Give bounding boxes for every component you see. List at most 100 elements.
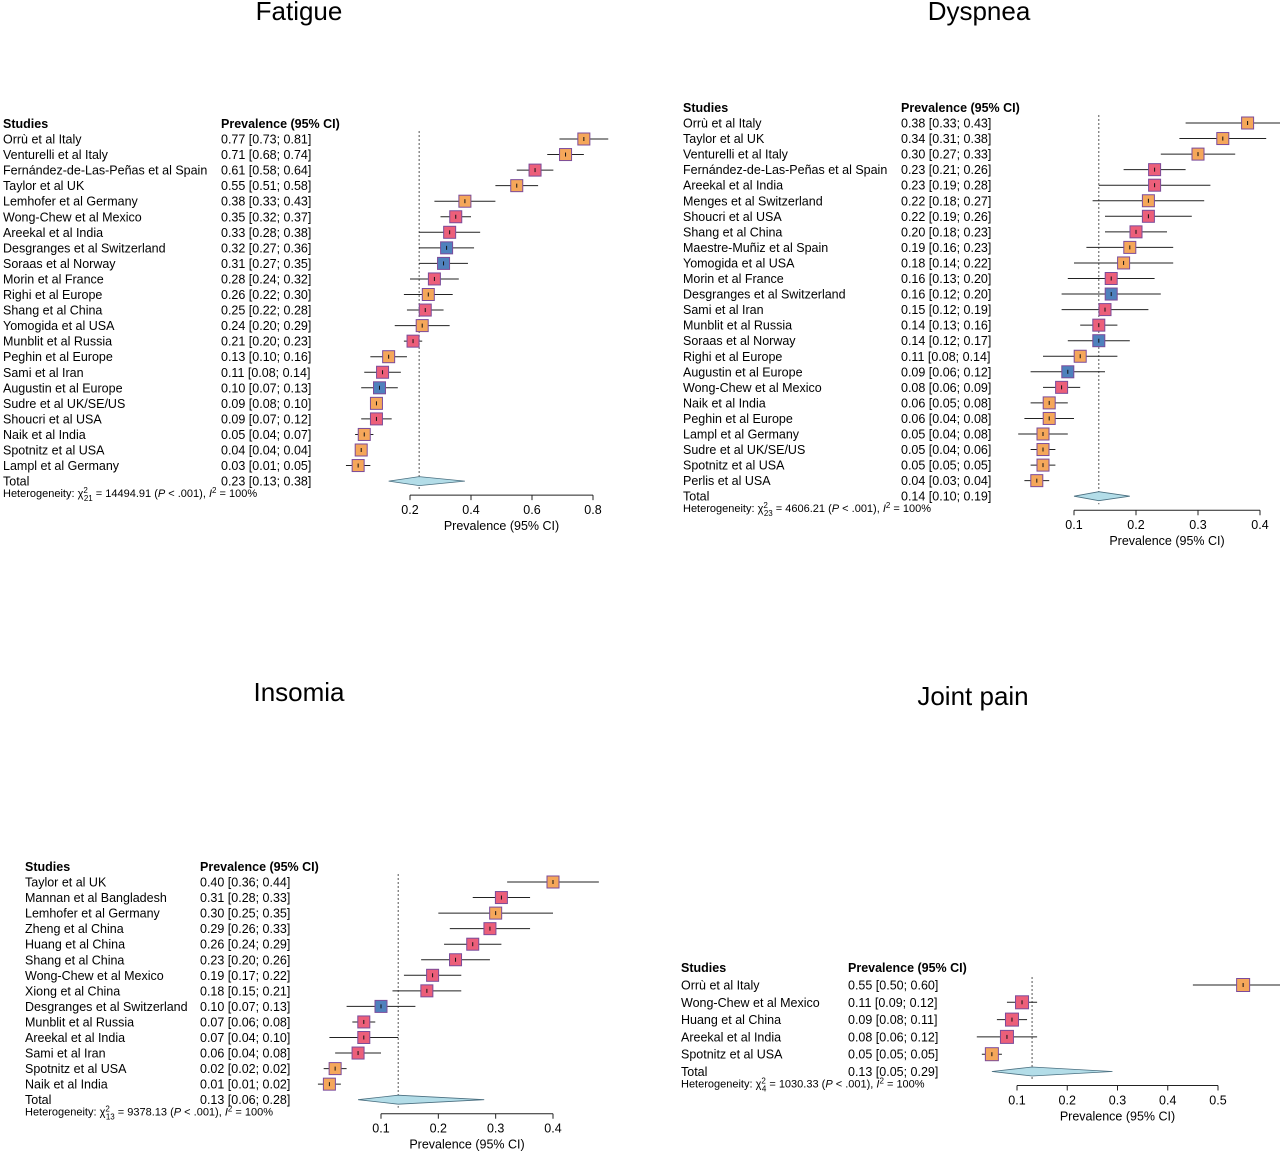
- column-header-studies: Studies: [683, 101, 728, 115]
- study-label: Yomogida et al USA: [3, 319, 115, 333]
- study-prevalence-value: 0.29 [0.26; 0.33]: [200, 922, 290, 936]
- study-prevalence-value: 0.31 [0.27; 0.35]: [221, 257, 311, 271]
- study-label: Munblit et al Russia: [683, 319, 792, 333]
- study-label: Orrù et al Italy: [3, 133, 82, 147]
- x-axis-tick-label: 0.6: [523, 503, 540, 517]
- study-prevalence-value: 0.24 [0.20; 0.29]: [221, 319, 311, 333]
- study-label: Augustin et al Europe: [683, 365, 803, 379]
- study-label: Huang et al China: [681, 1013, 781, 1027]
- x-axis-title: Prevalence (95% CI): [444, 519, 559, 533]
- study-label: Desgranges et al Switzerland: [25, 1000, 188, 1014]
- study-label: Peghin et al Europe: [3, 350, 113, 364]
- study-label: Sami et al Iran: [25, 1047, 106, 1061]
- study-label: Augustin et al Europe: [3, 381, 123, 395]
- study-prevalence-value: 0.33 [0.28; 0.38]: [221, 226, 311, 240]
- panel-title: Insomia: [253, 677, 345, 707]
- x-axis-tick-label: 0.3: [487, 1122, 504, 1136]
- heterogeneity-text: Heterogeneity: χ2 23 = 4606.21 (P < .001)…: [683, 501, 931, 518]
- study-label: Sami et al Iran: [683, 303, 764, 317]
- study-prevalence-value: 0.08 [0.06; 0.12]: [848, 1030, 938, 1044]
- study-prevalence-value: 0.61 [0.58; 0.64]: [221, 164, 311, 178]
- study-label: Peghin et al Europe: [683, 412, 793, 426]
- x-axis-tick-label: 0.8: [584, 503, 601, 517]
- study-label: Spotnitz et al USA: [681, 1048, 783, 1062]
- study-label: Lampl et al Germany: [3, 459, 120, 473]
- study-label: Desgranges et al Switzerland: [3, 241, 166, 255]
- column-header-prevalence: Prevalence (95% CI): [200, 860, 319, 874]
- x-axis-tick-label: 0.4: [544, 1122, 561, 1136]
- column-header-studies: Studies: [25, 860, 70, 874]
- study-label: Orrù et al Italy: [681, 979, 760, 993]
- total-label: Total: [683, 490, 709, 504]
- study-prevalence-value: 0.01 [0.01; 0.02]: [200, 1078, 290, 1092]
- study-label: Wong-Chew et al Mexico: [681, 996, 820, 1010]
- study-label: Wong-Chew et al Mexico: [3, 210, 142, 224]
- study-prevalence-value: 0.34 [0.31; 0.38]: [901, 132, 991, 146]
- study-prevalence-value: 0.11 [0.09; 0.12]: [848, 996, 937, 1010]
- study-prevalence-value: 0.77 [0.73; 0.81]: [221, 133, 311, 147]
- forest-panel-2: Insomia Studies Prevalence (95% CI) Taylor …: [25, 677, 599, 1152]
- study-prevalence-value: 0.19 [0.16; 0.23]: [901, 241, 991, 255]
- study-label: Fernández-de-Las-Peñas et al Spain: [3, 164, 207, 178]
- study-prevalence-value: 0.23 [0.19; 0.28]: [901, 179, 991, 193]
- column-header-prevalence: Prevalence (95% CI): [848, 961, 967, 975]
- column-header-studies: Studies: [3, 117, 48, 131]
- study-prevalence-value: 0.09 [0.08; 0.10]: [221, 397, 311, 411]
- study-prevalence-value: 0.04 [0.04; 0.04]: [221, 444, 311, 458]
- x-axis-tick-label: 0.1: [372, 1122, 389, 1136]
- study-label: Shang et al China: [25, 953, 124, 967]
- study-label: Righi et al Europe: [3, 288, 102, 302]
- x-axis-tick-label: 0.5: [1209, 1094, 1226, 1108]
- study-prevalence-value: 0.22 [0.18; 0.27]: [901, 194, 991, 208]
- study-prevalence-value: 0.15 [0.12; 0.19]: [901, 303, 991, 317]
- study-label: Spotnitz et al USA: [3, 444, 105, 458]
- study-prevalence-value: 0.23 [0.20; 0.26]: [200, 953, 290, 967]
- study-prevalence-value: 0.26 [0.22; 0.30]: [221, 288, 311, 302]
- x-axis-title: Prevalence (95% CI): [1060, 1110, 1175, 1124]
- study-prevalence-value: 0.05 [0.04; 0.07]: [221, 428, 311, 442]
- study-label: Venturelli et al Italy: [683, 148, 789, 162]
- x-axis-title: Prevalence (95% CI): [409, 1138, 524, 1152]
- study-label: Huang et al China: [25, 938, 125, 952]
- study-label: Shang et al China: [683, 225, 782, 239]
- study-label: Taylor et al UK: [25, 876, 107, 890]
- study-prevalence-value: 0.38 [0.33; 0.43]: [901, 117, 991, 131]
- x-axis-tick-label: 0.3: [1109, 1094, 1126, 1108]
- study-label: Spotnitz et al USA: [25, 1062, 127, 1076]
- study-prevalence-value: 0.05 [0.04; 0.08]: [901, 428, 991, 442]
- study-label: Munblit et al Russia: [25, 1015, 134, 1029]
- forest-panel-0: Fatigue Studies Prevalence (95% CI) Orrù et…: [3, 0, 609, 533]
- study-prevalence-value: 0.13 [0.10; 0.16]: [221, 350, 311, 364]
- x-axis-tick-label: 0.2: [401, 503, 418, 517]
- x-axis-tick-label: 0.2: [1059, 1094, 1076, 1108]
- study-prevalence-value: 0.03 [0.01; 0.05]: [221, 459, 311, 473]
- study-prevalence-value: 0.18 [0.14; 0.22]: [901, 256, 991, 270]
- study-prevalence-value: 0.31 [0.28; 0.33]: [200, 891, 290, 905]
- study-prevalence-value: 0.09 [0.08; 0.11]: [848, 1013, 937, 1027]
- study-label: Soraas et al Norway: [3, 257, 116, 271]
- study-prevalence-value: 0.05 [0.05; 0.05]: [848, 1048, 938, 1062]
- study-prevalence-value: 0.23 [0.21; 0.26]: [901, 163, 991, 177]
- study-prevalence-value: 0.02 [0.02; 0.02]: [200, 1062, 290, 1076]
- study-prevalence-value: 0.32 [0.27; 0.36]: [221, 241, 311, 255]
- study-label: Morin et al France: [3, 272, 104, 286]
- study-prevalence-value: 0.06 [0.05; 0.08]: [901, 396, 991, 410]
- x-axis-tick-label: 0.4: [1251, 518, 1268, 532]
- study-prevalence-value: 0.71 [0.68; 0.74]: [221, 148, 311, 162]
- study-prevalence-value: 0.16 [0.13; 0.20]: [901, 272, 991, 286]
- study-prevalence-value: 0.30 [0.27; 0.33]: [901, 148, 991, 162]
- pooled-diamond: [991, 1066, 1113, 1077]
- study-label: Wong-Chew et al Mexico: [25, 969, 164, 983]
- study-label: Perlis et al USA: [683, 474, 771, 488]
- heterogeneity-text: Heterogeneity: χ2 13 = 9378.13 (P < .001)…: [25, 1105, 273, 1122]
- study-label: Areekal et al India: [681, 1030, 781, 1044]
- study-label: Naik et al India: [683, 396, 766, 410]
- forest-panel-3: Joint pain Studies Prevalence (95% CI) Orrù…: [681, 681, 1280, 1124]
- study-label: Lampl et al Germany: [683, 428, 800, 442]
- x-axis-tick-label: 0.4: [462, 503, 479, 517]
- study-prevalence-value: 0.21 [0.20; 0.23]: [221, 335, 311, 349]
- study-prevalence-value: 0.09 [0.07; 0.12]: [221, 412, 311, 426]
- panel-title: Fatigue: [256, 0, 343, 26]
- study-prevalence-value: 0.26 [0.24; 0.29]: [200, 938, 290, 952]
